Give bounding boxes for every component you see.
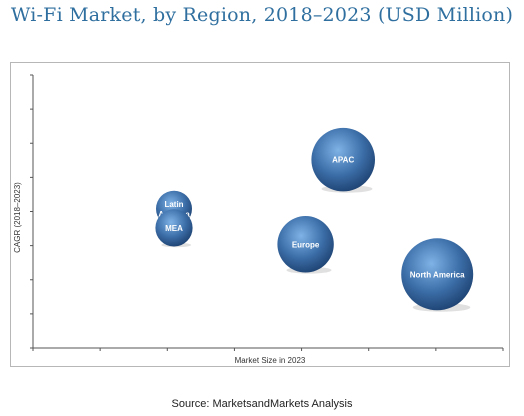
bubble-label: APAC (332, 156, 354, 165)
bubbles: LatinAmericaMEAEuropeAPACNorth America (155, 127, 474, 312)
bubble-mark (155, 209, 193, 247)
chart-title: Wi-Fi Market, by Region, 2018–2023 (USD … (10, 4, 514, 26)
y-axis-label: CAGR (2018–2023) (13, 182, 22, 253)
bubble-apac: APAC (311, 127, 376, 193)
chart-frame (10, 62, 510, 367)
bubble-europe: Europe (277, 216, 334, 274)
x-axis-label: Market Size in 2023 (235, 356, 306, 365)
bubble-label: Europe (292, 240, 320, 249)
bubble-mark (311, 127, 376, 192)
bubble-north-america: North America (401, 238, 474, 312)
bubble-label: Latin (164, 200, 183, 209)
bubble-mark (277, 216, 334, 273)
source-note: Source: MarketsandMarkets Analysis (171, 398, 353, 410)
bubble-mea: MEA (155, 209, 193, 248)
bubble-label: MEA (165, 224, 183, 233)
axes (30, 74, 504, 351)
bubble-label: North America (410, 270, 465, 279)
bubble-mark (401, 238, 474, 311)
